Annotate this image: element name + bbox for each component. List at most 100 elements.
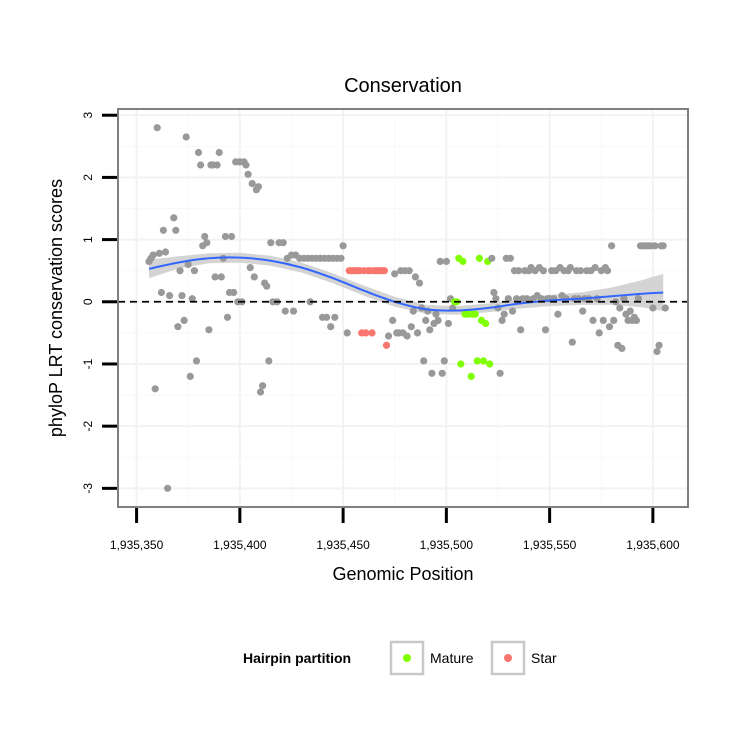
- data-point-other: [444, 319, 452, 328]
- data-point-other: [176, 267, 184, 275]
- data-point-other: [595, 329, 603, 337]
- data-point-other: [659, 242, 667, 250]
- data-point-other: [391, 270, 399, 278]
- data-point-other: [554, 310, 562, 318]
- data-point-other: [420, 357, 428, 365]
- data-point-other: [256, 388, 265, 396]
- legend-entry-mature: Mature: [389, 640, 474, 676]
- data-point-other: [405, 267, 413, 275]
- x-tick-label: 1,935,400: [213, 538, 267, 552]
- data-point-other: [515, 267, 523, 275]
- y-tick-label: 3: [81, 112, 95, 119]
- data-point-other: [579, 307, 587, 315]
- data-point-other: [188, 295, 196, 303]
- data-point-other: [541, 326, 550, 334]
- data-point-other: [217, 273, 225, 281]
- legend-label-mature: Mature: [430, 650, 474, 666]
- data-point-other: [151, 385, 159, 393]
- data-point-other: [149, 251, 157, 259]
- y-tick-label: -3: [81, 483, 95, 494]
- data-point-mature: [459, 257, 467, 265]
- data-point-other: [248, 180, 256, 188]
- legend-title: Hairpin partition: [243, 650, 351, 666]
- data-point-other: [339, 242, 347, 250]
- data-point-other: [201, 232, 209, 241]
- data-point-other: [166, 292, 174, 300]
- chart-title: Conservation: [344, 75, 462, 97]
- data-point-other: [203, 239, 211, 247]
- data-point-other: [172, 226, 180, 234]
- data-point-other: [228, 232, 236, 241]
- data-point-other: [605, 323, 614, 331]
- x-tick-label: 1,935,550: [523, 538, 577, 552]
- data-point-other: [434, 316, 442, 324]
- legend-label-star: Star: [531, 650, 557, 666]
- data-point-other: [242, 161, 250, 169]
- data-point-other: [599, 316, 607, 324]
- data-point-mature: [471, 310, 479, 318]
- data-point-star: [382, 341, 391, 349]
- data-point-other: [337, 254, 345, 262]
- data-point-other: [589, 316, 597, 324]
- data-point-other: [254, 183, 262, 191]
- data-point-other: [211, 273, 219, 281]
- data-point-other: [608, 242, 616, 250]
- data-point-other: [197, 161, 205, 169]
- y-tick-label: 2: [81, 174, 95, 181]
- data-point-other: [244, 170, 252, 178]
- data-point-other: [415, 279, 424, 287]
- data-point-other: [440, 357, 448, 365]
- data-point-other: [407, 323, 415, 331]
- data-point-mature: [475, 254, 483, 262]
- data-point-other: [422, 316, 430, 324]
- data-point-other: [500, 310, 508, 318]
- data-point-star: [362, 329, 370, 337]
- data-point-star: [368, 329, 376, 337]
- data-point-other: [655, 341, 663, 349]
- legend-entry-star: Star: [490, 640, 557, 676]
- x-tick-label: 1,935,500: [420, 538, 474, 552]
- data-point-other: [205, 326, 213, 334]
- data-point-other: [498, 316, 506, 324]
- data-point-other: [413, 329, 422, 337]
- y-tick-label: -1: [81, 358, 95, 369]
- data-point-other: [632, 316, 641, 324]
- data-point-other: [634, 295, 643, 303]
- data-point-other: [661, 304, 669, 312]
- data-point-other: [409, 307, 417, 315]
- data-point-other: [591, 264, 599, 272]
- data-point-other: [194, 148, 203, 157]
- x-axis: 1,935,350 1,935,400 1,935,450 1,935,500 1,93…: [110, 508, 680, 552]
- legend: Hairpin partition Mature Star: [243, 640, 557, 676]
- data-point-other: [343, 329, 351, 337]
- data-point-mature: [482, 319, 490, 328]
- data-point-other: [508, 307, 517, 315]
- data-point-other: [492, 295, 500, 303]
- data-point-other: [161, 248, 170, 256]
- data-point-other: [651, 242, 659, 250]
- data-point-other: [568, 338, 576, 346]
- data-point-other: [490, 288, 498, 297]
- data-point-other: [488, 254, 496, 262]
- data-point-other: [577, 267, 585, 275]
- data-point-other: [213, 161, 221, 169]
- y-axis-title: phyloP LRT conservation scores: [46, 179, 66, 437]
- data-point-other: [411, 273, 419, 281]
- data-point-other: [649, 304, 657, 312]
- data-point-other: [426, 326, 434, 334]
- data-point-other: [331, 313, 339, 321]
- data-point-other: [184, 260, 192, 269]
- data-point-other: [267, 239, 275, 247]
- data-point-other: [566, 264, 574, 272]
- data-point-other: [259, 382, 267, 390]
- legend-swatch-star: [504, 654, 512, 662]
- data-point-other: [539, 267, 548, 275]
- data-point-other: [153, 124, 161, 132]
- data-point-other: [620, 295, 628, 303]
- data-point-other: [223, 313, 232, 321]
- data-point-mature: [467, 372, 475, 380]
- data-point-mature: [486, 360, 494, 368]
- data-point-other: [246, 264, 254, 272]
- data-point-other: [432, 310, 440, 318]
- y-tick-label: -2: [81, 421, 95, 432]
